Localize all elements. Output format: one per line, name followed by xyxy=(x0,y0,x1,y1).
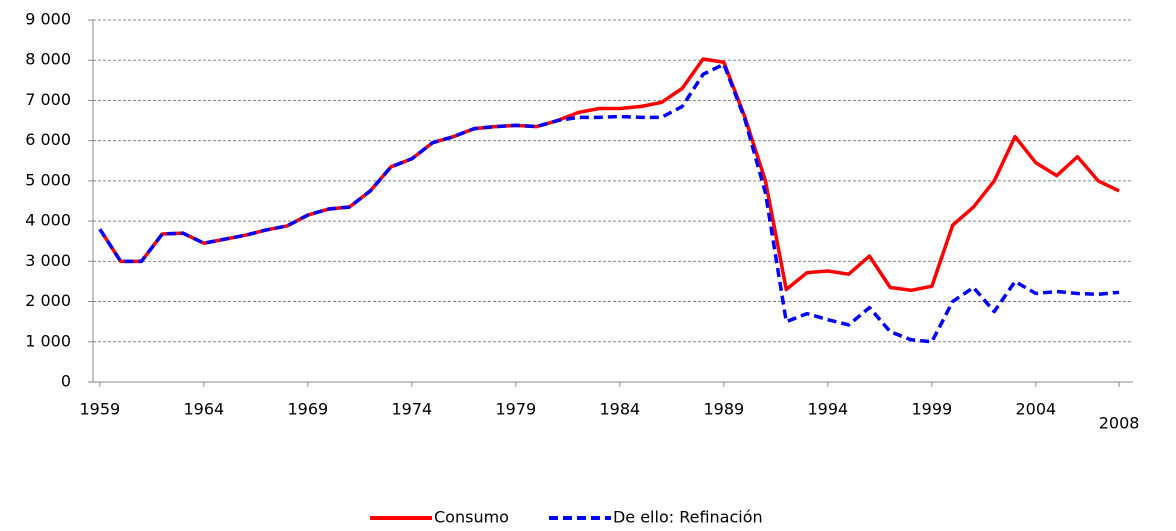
legend-label: De ello: Refinación xyxy=(613,508,763,527)
x-tick-label: 1964 xyxy=(184,400,225,419)
x-tick-label: 1969 xyxy=(288,400,329,419)
y-tick-label: 9 000 xyxy=(25,10,71,29)
y-tick-label: 1 000 xyxy=(25,331,71,350)
x-tick-label: 1989 xyxy=(704,400,745,419)
y-tick-label: 2 000 xyxy=(25,291,71,310)
y-tick-label: 6 000 xyxy=(25,130,71,149)
x-tick-label: 1979 xyxy=(496,400,537,419)
x-tick-label: 2008 xyxy=(1099,414,1140,433)
series-line xyxy=(98,62,1120,344)
x-tick-label: 1994 xyxy=(808,400,849,419)
y-tick-label: 8 000 xyxy=(25,50,71,69)
y-tick-label: 5 000 xyxy=(25,170,71,189)
y-tick-label: 0 xyxy=(61,372,71,391)
x-tick-label: 1959 xyxy=(80,400,121,419)
x-tick-label: 1999 xyxy=(912,400,953,419)
legend-label: Consumo xyxy=(434,508,509,527)
x-tick-label: 1974 xyxy=(392,400,433,419)
x-tick-label: 2004 xyxy=(1016,400,1057,419)
y-tick-label: 4 000 xyxy=(25,211,71,230)
y-tick-label: 7 000 xyxy=(25,90,71,109)
y-tick-label: 3 000 xyxy=(25,251,71,270)
series-line xyxy=(98,57,1120,293)
x-tick-label: 1984 xyxy=(600,400,641,419)
